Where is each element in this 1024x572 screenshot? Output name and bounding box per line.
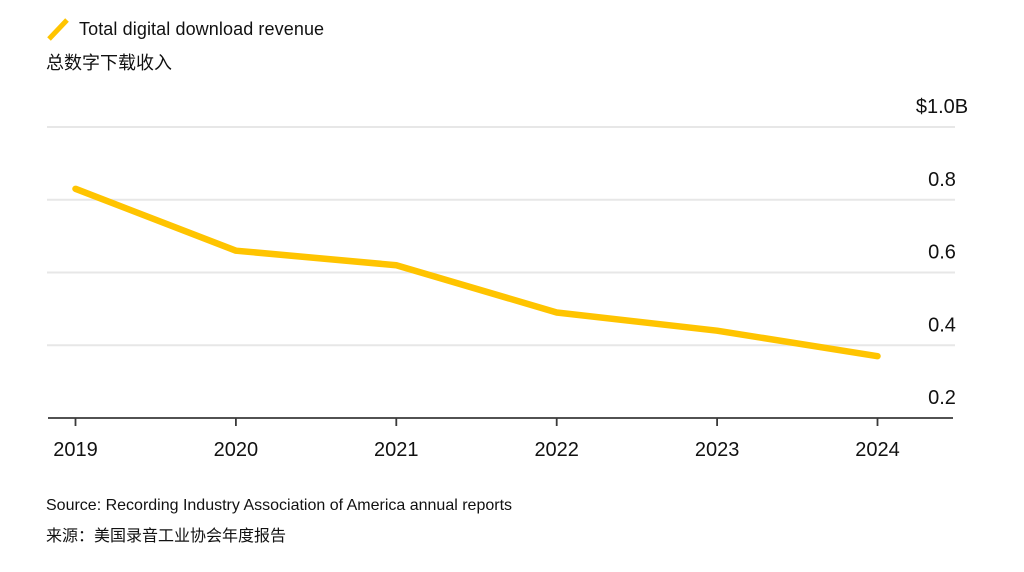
data-series [72,185,881,360]
legend-label-chinese: 总数字下载收入 [46,53,172,73]
y-axis-tick-label: 0.4 [928,314,956,336]
x-axis-tick-label: 2023 [695,439,740,461]
axes [48,417,953,426]
source-text-chinese: 来源：美国录音工业协会年度报告 [46,528,287,545]
x-axis-tick-label: 2024 [855,439,900,461]
axis-labels: 0.2 0.4 0.6 0.8 $1.0B 2019 2020 2021 2022 2023 202… [53,96,968,461]
source-note: Source: Recording Industry Association o… [46,496,512,558]
y-axis-tick-label: 0.8 [928,169,956,191]
x-axis-tick-label: 2019 [53,439,98,461]
y-axis-tick-label: $1.0B [916,96,968,118]
source-text-english: Source: Recording Industry Association o… [46,497,513,514]
gridlines [47,126,955,347]
line-series-swatch-icon [47,18,69,41]
legend-label: Total digital download revenue [79,19,325,39]
revenue-line [72,185,881,360]
y-axis-tick-label: 0.6 [928,242,956,264]
legend: Total digital download revenue [46,15,324,43]
y-axis-tick-label: 0.2 [928,387,956,409]
x-axis-tick-label: 2020 [214,439,259,461]
x-axis-tick-label: 2022 [534,439,579,461]
x-axis-tick-label: 2021 [374,439,419,461]
